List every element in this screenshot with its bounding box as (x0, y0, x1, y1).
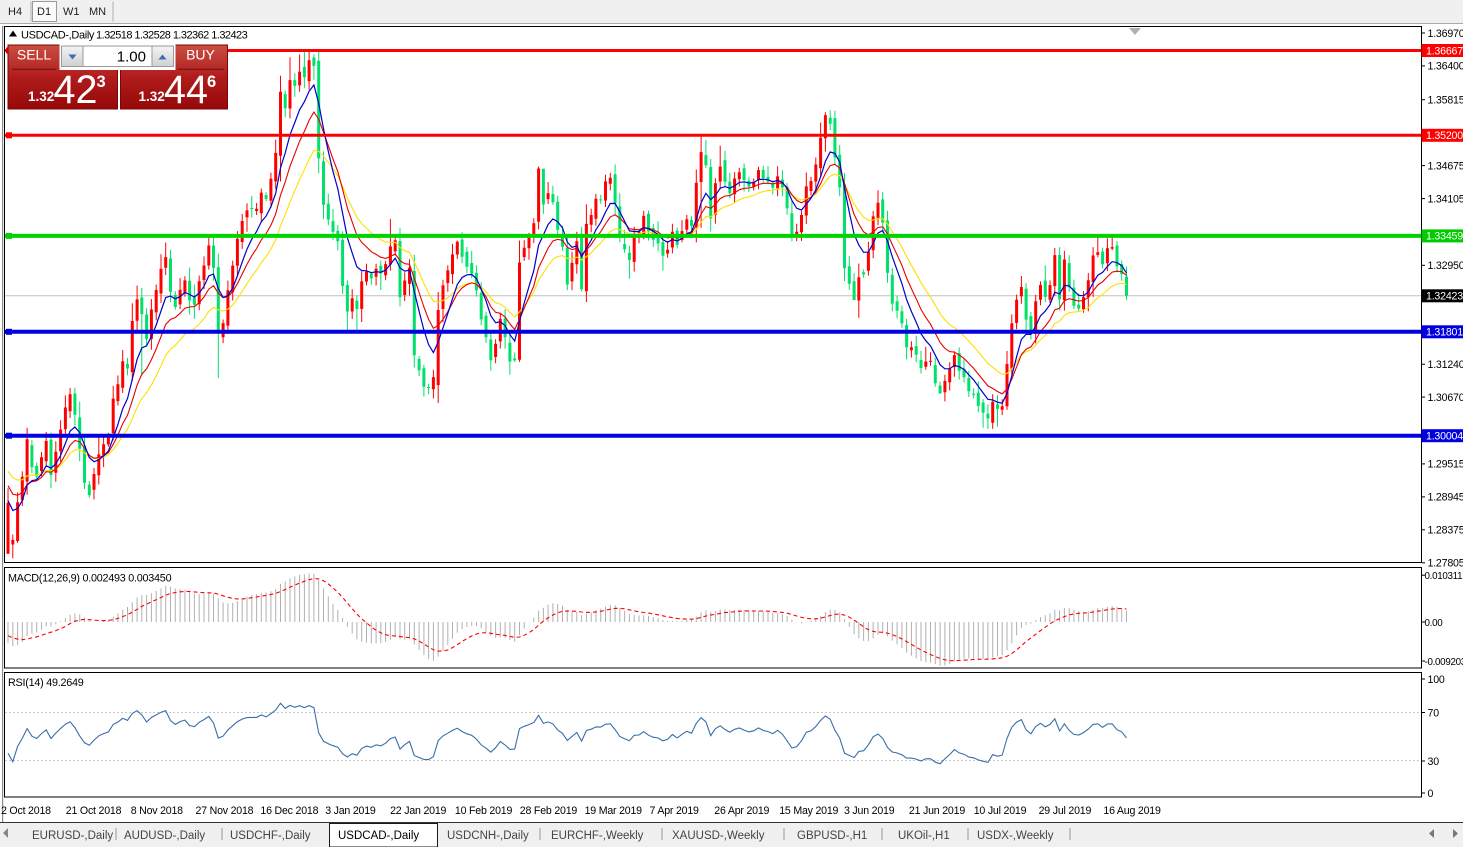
svg-text:RSI(14) 49.2649: RSI(14) 49.2649 (8, 677, 84, 689)
svg-text:USDX-,Weekly: USDX-,Weekly (977, 830, 1054, 842)
svg-text:1.34105: 1.34105 (1428, 193, 1463, 205)
svg-text:70: 70 (1428, 707, 1440, 719)
svg-text:44: 44 (164, 68, 208, 112)
svg-text:100: 100 (1428, 674, 1445, 686)
svg-text:30: 30 (1428, 756, 1440, 768)
svg-text:16 Aug 2019: 16 Aug 2019 (1103, 805, 1161, 817)
svg-text:1.28945: 1.28945 (1428, 492, 1463, 504)
svg-text:26 Apr 2019: 26 Apr 2019 (714, 805, 769, 817)
svg-text:27 Nov 2018: 27 Nov 2018 (196, 805, 254, 817)
svg-text:19 Mar 2019: 19 Mar 2019 (585, 805, 643, 817)
svg-text:22 Jan 2019: 22 Jan 2019 (390, 805, 446, 817)
svg-text:USDCHF-,Daily: USDCHF-,Daily (230, 830, 311, 842)
svg-text:EURCHF-,Weekly: EURCHF-,Weekly (551, 830, 644, 842)
svg-text:USDCAD-,Daily: USDCAD-,Daily (21, 30, 95, 42)
svg-text:1.32518 1.32528 1.32362 1.3242: 1.32518 1.32528 1.32362 1.32423 (96, 30, 248, 42)
svg-text:1.30004: 1.30004 (1426, 431, 1463, 443)
svg-text:USDCNH-,Daily: USDCNH-,Daily (447, 830, 529, 842)
svg-text:1.31240: 1.31240 (1428, 359, 1463, 371)
svg-text:-0.009203: -0.009203 (1425, 657, 1463, 668)
svg-text:15 May 2019: 15 May 2019 (779, 805, 838, 817)
svg-text:3: 3 (97, 73, 106, 91)
svg-text:EURUSD-,Daily: EURUSD-,Daily (32, 830, 113, 842)
svg-text:AUDUSD-,Daily: AUDUSD-,Daily (124, 830, 205, 842)
svg-text:42: 42 (54, 68, 98, 112)
svg-text:MN: MN (89, 6, 106, 18)
svg-text:USDCAD-,Daily: USDCAD-,Daily (338, 830, 419, 842)
svg-text:1.34675: 1.34675 (1428, 160, 1463, 172)
svg-text:W1: W1 (63, 6, 80, 18)
svg-text:XAUUSD-,Weekly: XAUUSD-,Weekly (672, 830, 765, 842)
svg-text:21 Jun 2019: 21 Jun 2019 (909, 805, 965, 817)
svg-text:MACD(12,26,9) 0.002493 0.00345: MACD(12,26,9) 0.002493 0.003450 (8, 573, 172, 585)
svg-text:1.27805: 1.27805 (1428, 558, 1463, 570)
svg-text:1.33459: 1.33459 (1426, 231, 1463, 243)
svg-text:2 Oct 2018: 2 Oct 2018 (1, 805, 51, 817)
svg-text:1.32423: 1.32423 (1426, 291, 1463, 303)
svg-text:1.30670: 1.30670 (1428, 392, 1463, 404)
svg-text:1.00: 1.00 (117, 49, 146, 66)
svg-text:D1: D1 (37, 6, 51, 18)
svg-text:1.32: 1.32 (139, 89, 165, 104)
svg-text:29 Jul 2019: 29 Jul 2019 (1039, 805, 1092, 817)
svg-text:3 Jan 2019: 3 Jan 2019 (325, 805, 376, 817)
svg-text:1.35200: 1.35200 (1426, 130, 1463, 142)
svg-text:28 Feb 2019: 28 Feb 2019 (520, 805, 578, 817)
svg-text:SELL: SELL (17, 47, 51, 63)
svg-text:0: 0 (1428, 788, 1434, 800)
svg-text:16 Dec 2018: 16 Dec 2018 (260, 805, 318, 817)
svg-text:1.31801: 1.31801 (1426, 327, 1463, 339)
svg-text:H4: H4 (8, 6, 22, 18)
svg-text:1.28375: 1.28375 (1428, 525, 1463, 537)
svg-text:GBPUSD-,H1: GBPUSD-,H1 (797, 830, 867, 842)
svg-text:3 Jun 2019: 3 Jun 2019 (844, 805, 895, 817)
svg-text:10 Feb 2019: 10 Feb 2019 (455, 805, 513, 817)
svg-text:0.00: 0.00 (1425, 618, 1444, 629)
svg-text:BUY: BUY (186, 47, 215, 63)
svg-text:21 Oct 2018: 21 Oct 2018 (66, 805, 122, 817)
svg-text:1.35815: 1.35815 (1428, 95, 1463, 107)
svg-text:UKOil-,H1: UKOil-,H1 (898, 830, 950, 842)
svg-text:0.010311: 0.010311 (1425, 571, 1463, 582)
svg-text:1.32950: 1.32950 (1428, 260, 1463, 272)
svg-text:10 Jul 2019: 10 Jul 2019 (974, 805, 1027, 817)
svg-text:1.36667: 1.36667 (1426, 45, 1463, 57)
svg-text:1.29515: 1.29515 (1428, 459, 1463, 471)
svg-text:6: 6 (207, 73, 216, 91)
svg-text:1.36400: 1.36400 (1428, 61, 1463, 73)
svg-text:1.32: 1.32 (28, 89, 54, 104)
svg-text:8 Nov 2018: 8 Nov 2018 (131, 805, 183, 817)
svg-text:7 Apr 2019: 7 Apr 2019 (650, 805, 700, 817)
svg-text:1.36970: 1.36970 (1428, 28, 1463, 40)
